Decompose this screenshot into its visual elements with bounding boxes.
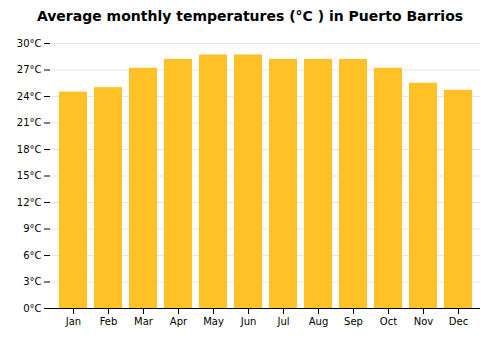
svg-text:May: May xyxy=(203,316,224,327)
svg-text:Mar: Mar xyxy=(134,316,154,327)
html-text:Average monthly temperatures (: Average monthly temperatures (°C ) in Pu… xyxy=(36,8,464,24)
svg-text:24°C: 24°C xyxy=(17,91,42,102)
svg-text:0°C: 0°C xyxy=(23,303,41,314)
svg-text:12°C: 12°C xyxy=(17,197,42,208)
svg-text:9°C: 9°C xyxy=(23,223,41,234)
svg-text:Apr: Apr xyxy=(170,316,188,327)
svg-text:18°C: 18°C xyxy=(17,144,42,155)
svg-text:21°C: 21°C xyxy=(17,117,42,128)
svg-text:15°C: 15°C xyxy=(17,170,42,181)
svg-text:3°C: 3°C xyxy=(23,276,41,287)
svg-text:Feb: Feb xyxy=(100,316,118,327)
svg-text:Dec: Dec xyxy=(449,316,468,327)
svg-text:Oct: Oct xyxy=(380,316,397,327)
svg-text:Aug: Aug xyxy=(309,316,329,327)
svg-text:Jul: Jul xyxy=(276,316,289,327)
svg-text:Jun: Jun xyxy=(240,316,257,327)
svg-text:Nov: Nov xyxy=(414,316,434,327)
svg-text:Sep: Sep xyxy=(344,316,363,327)
svg-text:6°C: 6°C xyxy=(23,250,41,261)
svg-text:30°C: 30°C xyxy=(17,38,42,49)
svg-text:Jan: Jan xyxy=(65,316,81,327)
svg-text:27°C: 27°C xyxy=(17,64,42,75)
